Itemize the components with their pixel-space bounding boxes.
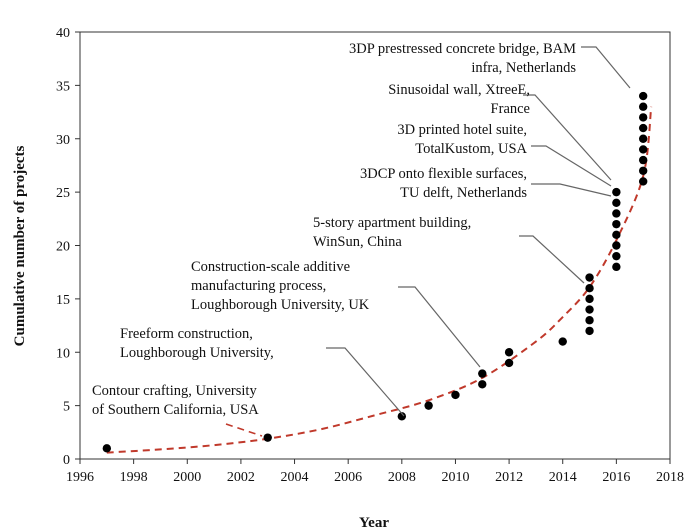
data-point xyxy=(585,316,594,325)
annotation-leader xyxy=(398,286,481,368)
data-point xyxy=(263,433,272,442)
annotation-label: Freeform construction, xyxy=(120,326,253,342)
x-tick-label: 2014 xyxy=(549,470,577,485)
data-point xyxy=(504,348,514,357)
annotation-leader xyxy=(326,347,405,417)
data-point xyxy=(612,198,621,207)
annotation: Sinusoidal wall, XtreeE, France xyxy=(388,82,612,181)
trendline-layer xyxy=(106,106,653,454)
data-point xyxy=(638,91,648,101)
x-tick-label: 2016 xyxy=(602,470,630,485)
x-tick-label: 1996 xyxy=(66,470,94,485)
annotation: 5-story apartment building, WinSun, China xyxy=(313,215,585,284)
y-tick-label: 15 xyxy=(56,293,70,308)
annotation-label: TU delft, Netherlands xyxy=(400,185,527,201)
y-tick-label: 30 xyxy=(56,133,70,148)
data-point xyxy=(612,262,621,272)
data-point xyxy=(638,123,648,133)
data-point xyxy=(585,326,594,336)
y-axis-title: Cumulative number of projects xyxy=(12,145,28,346)
annotation-label: Contour crafting, University xyxy=(92,383,257,399)
data-point xyxy=(638,145,648,154)
annotation-label: infra, Netherlands xyxy=(471,60,576,76)
annotation-leader xyxy=(225,423,263,437)
annotation: 3DCP onto flexible surfaces, TU delft, Ne… xyxy=(360,166,612,201)
data-point xyxy=(585,284,594,293)
y-tick-label: 25 xyxy=(56,186,70,201)
annotation-label: 3DCP onto flexible surfaces, xyxy=(360,166,527,182)
x-tick-label: 2002 xyxy=(227,470,255,485)
x-tick-label: 2010 xyxy=(441,470,469,485)
data-point xyxy=(585,305,594,314)
annotation-leader xyxy=(531,145,612,187)
data-point xyxy=(638,166,648,175)
data-point xyxy=(612,251,621,261)
annotation-label: 5-story apartment building, xyxy=(313,215,471,231)
data-point xyxy=(451,390,460,400)
annotation-leader xyxy=(523,94,612,181)
annotation: Contour crafting, University of Southern … xyxy=(92,383,263,437)
data-point xyxy=(612,219,621,229)
y-tick-label: 10 xyxy=(56,346,70,361)
x-tick-label: 2000 xyxy=(173,470,201,485)
data-point xyxy=(478,369,487,378)
x-ticks: 1996 1998 2000 2002 2004 2006 2008 2010 2012 2014… xyxy=(66,459,684,485)
data-point xyxy=(612,241,621,250)
annotation-leader xyxy=(581,46,631,89)
annotation-label: TotalKustom, USA xyxy=(415,141,527,157)
x-tick-label: 2004 xyxy=(281,470,309,485)
annotation-label: Sinusoidal wall, XtreeE, xyxy=(388,82,530,98)
data-point xyxy=(638,155,648,165)
y-tick-label: 40 xyxy=(56,26,70,41)
data-point xyxy=(504,358,514,368)
y-tick-label: 35 xyxy=(56,79,70,94)
annotation-label: WinSun, China xyxy=(313,234,402,250)
trendline xyxy=(106,106,653,454)
annotation: Construction-scale additive manufacturing… xyxy=(191,259,481,368)
data-point xyxy=(558,337,567,346)
data-point xyxy=(585,273,594,282)
data-point xyxy=(612,230,621,240)
data-point xyxy=(424,401,433,410)
data-point xyxy=(397,412,407,421)
annotation-label: Loughborough University, xyxy=(120,345,274,361)
annotation: 3D printed hotel suite, TotalKustom, USA xyxy=(397,122,612,187)
data-point xyxy=(638,113,648,122)
annotation: 3DP prestressed concrete bridge, BAM infr… xyxy=(349,41,631,89)
annotation: Freeform construction, Loughborough Unive… xyxy=(120,326,405,417)
y-tick-label: 20 xyxy=(56,240,70,255)
annotation-label: manufacturing process, xyxy=(191,278,326,294)
annotation-label: France xyxy=(491,101,530,117)
annotation-label: of Southern California, USA xyxy=(92,402,259,418)
annotation-leader xyxy=(519,235,585,284)
data-point xyxy=(102,444,112,453)
points-layer xyxy=(102,91,648,453)
y-ticks: 0 5 10 15 20 25 30 35 40 xyxy=(56,26,80,468)
annotation-label: 3DP prestressed concrete bridge, BAM xyxy=(349,41,576,57)
annotation-label: Loughborough University, UK xyxy=(191,297,370,313)
y-tick-label: 5 xyxy=(63,400,70,415)
data-point xyxy=(638,134,648,143)
annotations-layer: Contour crafting, University of Southern … xyxy=(92,41,631,437)
data-point xyxy=(638,102,648,111)
y-tick-label: 0 xyxy=(63,453,70,468)
data-point xyxy=(638,177,648,186)
x-tick-label: 2006 xyxy=(334,470,362,485)
annotation-label: 3D printed hotel suite, xyxy=(397,122,527,138)
x-tick-label: 1998 xyxy=(120,470,148,485)
x-tick-label: 2008 xyxy=(388,470,416,485)
data-point xyxy=(612,187,621,197)
x-tick-label: 2012 xyxy=(495,470,523,485)
x-axis-title: Year xyxy=(359,515,389,531)
data-point xyxy=(612,209,621,218)
annotation-leader xyxy=(531,183,612,197)
data-point xyxy=(478,380,487,389)
annotation-label: Construction-scale additive xyxy=(191,259,350,275)
x-tick-label: 2018 xyxy=(656,470,684,485)
data-point xyxy=(585,294,594,304)
